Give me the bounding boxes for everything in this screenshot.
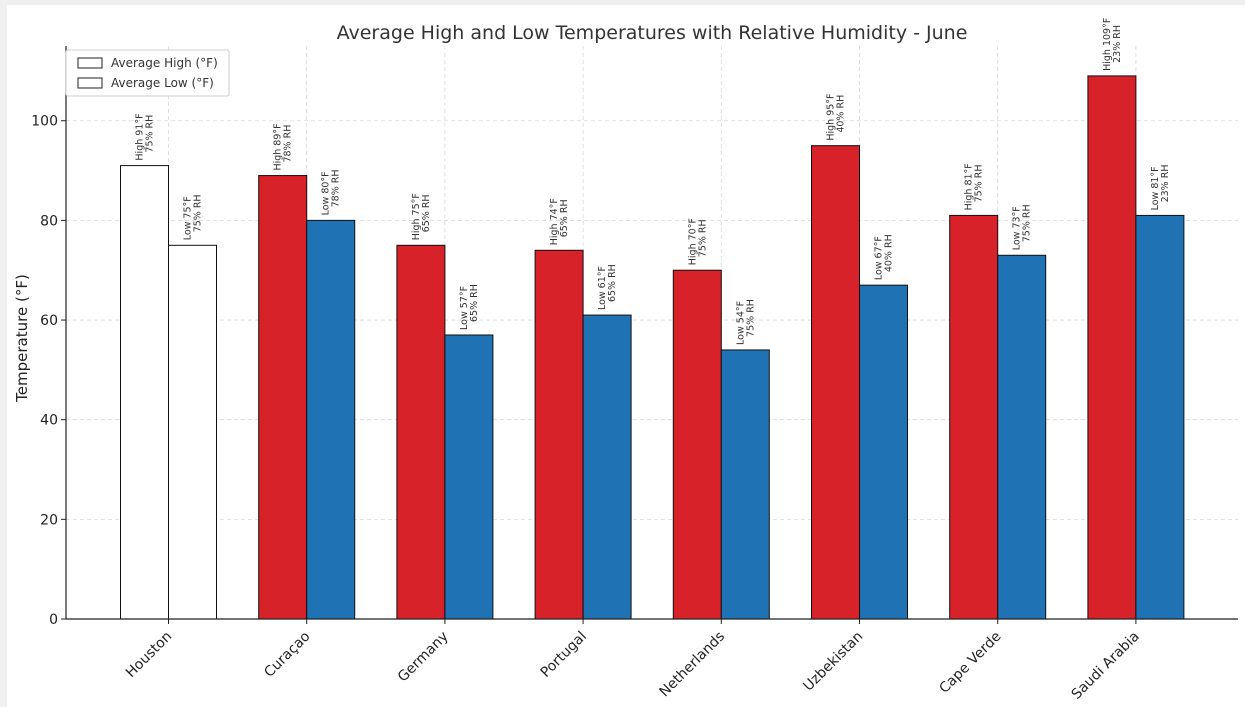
- data-label-rh: 65% RH: [469, 284, 480, 322]
- data-label-low: Low 57°F65% RH: [459, 284, 480, 330]
- data-label-high: High 95°F40% RH: [826, 93, 847, 140]
- bar-high: [811, 145, 860, 620]
- bar-low: [1135, 214, 1185, 620]
- data-label-temp: Low 81°F: [1150, 166, 1161, 210]
- data-label-rh: 75% RH: [193, 194, 204, 232]
- data-label-temp: Low 80°F: [321, 171, 332, 215]
- data-label-rh: 75% RH: [745, 299, 756, 337]
- data-label-rh: 40% RH: [884, 234, 895, 272]
- data-label-temp: High 74°F: [549, 198, 560, 245]
- data-label-rh: 75% RH: [974, 165, 985, 203]
- y-tick-label: 80: [40, 213, 58, 229]
- data-label-temp: High 75°F: [411, 193, 422, 240]
- data-label-temp: High 89°F: [273, 123, 284, 170]
- data-label-temp: Low 61°F: [597, 266, 608, 310]
- legend-label-low: Average Low (°F): [111, 76, 214, 90]
- data-label-high: High 109°F23% RH: [1102, 18, 1123, 71]
- x-tick-label: Saudi Arabia: [1069, 629, 1143, 703]
- data-label-rh: 40% RH: [836, 95, 847, 133]
- y-tick-label: 40: [40, 413, 58, 429]
- x-tick-label: Netherlands: [656, 629, 728, 701]
- data-label-temp: Low 75°F: [183, 196, 194, 240]
- bar-high: [396, 244, 446, 620]
- data-label-rh: 75% RH: [1022, 204, 1033, 242]
- bar-high: [258, 175, 308, 620]
- data-label-rh: 23% RH: [1160, 165, 1171, 203]
- bar-high: [1087, 75, 1137, 620]
- data-label-low: Low 80°F78% RH: [321, 170, 342, 216]
- x-tick-label: Houston: [123, 629, 175, 681]
- legend: Average High (°F) Average Low (°F): [65, 49, 230, 97]
- data-label-low: Low 61°F65% RH: [597, 264, 618, 310]
- data-label-low: Low 54°F75% RH: [735, 299, 756, 345]
- bar-low: [306, 219, 356, 620]
- data-label-rh: 65% RH: [421, 194, 432, 232]
- data-label-rh: 65% RH: [607, 264, 618, 302]
- legend-label-high: Average High (°F): [111, 56, 218, 70]
- y-tick-label: 60: [40, 313, 58, 329]
- data-label-temp: High 91°F: [135, 113, 146, 160]
- data-label-high: High 74°F65% RH: [549, 198, 570, 245]
- data-label-temp: Low 54°F: [735, 301, 746, 345]
- x-tick-label: Germany: [395, 629, 452, 686]
- x-tick-label: Cape Verde: [936, 629, 1004, 697]
- data-label-temp: Low 73°F: [1012, 206, 1023, 250]
- data-label-rh: 75% RH: [145, 115, 156, 153]
- data-label-rh: 65% RH: [559, 199, 570, 237]
- data-label-high: High 81°F75% RH: [964, 163, 985, 210]
- data-label-high: High 91°F75% RH: [135, 113, 156, 160]
- bar-low: [997, 254, 1047, 620]
- data-label-rh: 75% RH: [697, 219, 708, 257]
- bar-high: [120, 165, 169, 620]
- x-tick-label: Portugal: [538, 629, 590, 681]
- legend-box: [65, 49, 230, 97]
- data-label-rh: 23% RH: [1112, 25, 1123, 63]
- bar-low: [859, 284, 908, 620]
- y-tick-label: 100: [31, 114, 58, 130]
- data-label-rh: 78% RH: [283, 125, 294, 163]
- data-label-low: Low 67°F40% RH: [874, 234, 895, 280]
- bar-high: [949, 214, 999, 620]
- y-tick-label: 20: [40, 512, 58, 528]
- data-label-high: High 70°F75% RH: [687, 218, 708, 265]
- y-axis-label: Temperature (°F): [13, 274, 31, 403]
- x-tick-label: Uzbekistan: [800, 629, 866, 695]
- data-label-low: Low 73°F75% RH: [1012, 204, 1033, 250]
- bar-low: [720, 349, 770, 620]
- data-label-temp: High 70°F: [687, 218, 698, 265]
- data-label-high: High 75°F65% RH: [411, 193, 432, 240]
- bar-low: [582, 314, 632, 620]
- data-label-rh: 78% RH: [331, 170, 342, 208]
- chart-title: Average High and Low Temperatures with R…: [337, 22, 968, 44]
- data-label-temp: High 109°F: [1102, 18, 1113, 71]
- data-label-temp: High 81°F: [964, 163, 975, 210]
- bar-low: [444, 334, 494, 620]
- legend-swatch-low: [77, 77, 103, 89]
- bar-high: [534, 249, 584, 620]
- y-tick-label: 0: [49, 612, 58, 628]
- data-label-high: High 89°F78% RH: [273, 123, 294, 170]
- data-label-temp: High 95°F: [826, 93, 837, 140]
- data-label-temp: Low 67°F: [874, 236, 885, 280]
- data-label-low: Low 75°F75% RH: [183, 194, 204, 240]
- bar-high: [672, 269, 722, 620]
- bars: [120, 75, 1185, 620]
- grid: [66, 46, 1238, 619]
- x-tick-label: Curaçao: [261, 629, 313, 681]
- data-label-temp: Low 57°F: [459, 286, 470, 330]
- legend-swatch-high: [77, 57, 103, 69]
- data-label-low: Low 81°F23% RH: [1150, 165, 1171, 211]
- bar-low: [168, 244, 217, 620]
- chart-card: High 91°F75% RH Low 75°F75% RH High 89°F78…: [7, 5, 1245, 707]
